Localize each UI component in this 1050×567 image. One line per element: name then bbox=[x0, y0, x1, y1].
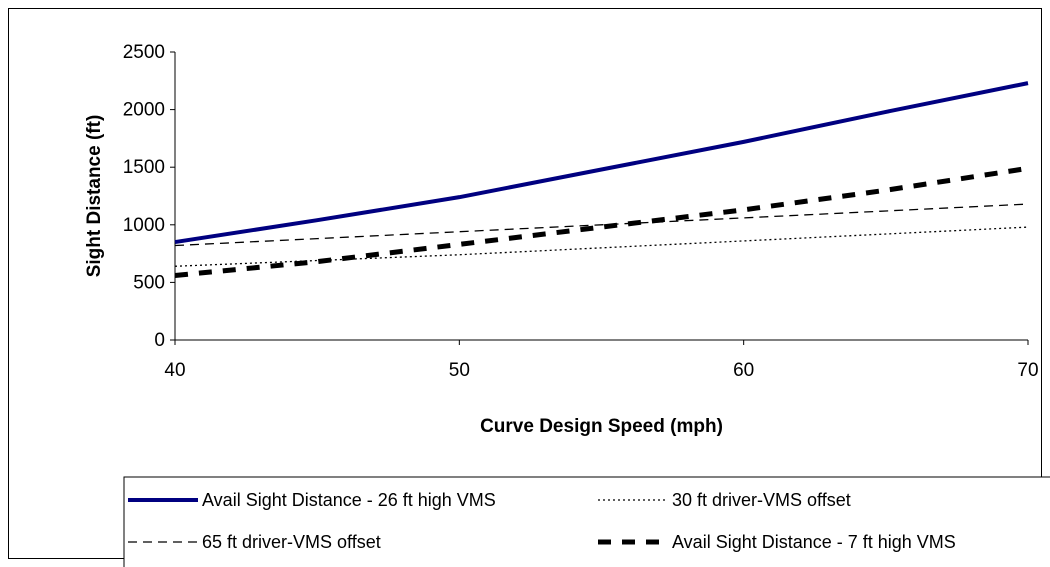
legend-label-2: 30 ft driver-VMS offset bbox=[672, 490, 851, 510]
legend-label-3: 65 ft driver-VMS offset bbox=[202, 532, 381, 552]
x-ticks: 40 50 60 70 bbox=[164, 340, 1039, 381]
x-axis-title: Curve Design Speed (mph) bbox=[480, 416, 723, 437]
series-lines bbox=[174, 81, 1029, 278]
legend-box bbox=[123, 476, 1050, 567]
y-tick-label: 1500 bbox=[123, 157, 165, 178]
x-tick-label: 70 bbox=[1017, 360, 1038, 381]
series-line-3 bbox=[174, 203, 1029, 247]
legend: Avail Sight Distance - 26 ft high VMS 30 … bbox=[123, 476, 1050, 567]
y-tick-label: 1000 bbox=[123, 215, 165, 236]
x-tick-label: 50 bbox=[449, 360, 470, 381]
series-line-2 bbox=[174, 226, 1029, 267]
axes bbox=[174, 52, 1028, 341]
legend-label-4: Avail Sight Distance - 7 ft high VMS bbox=[672, 532, 956, 552]
x-tick-label: 40 bbox=[164, 360, 185, 381]
series-line-1 bbox=[174, 81, 1029, 245]
y-ticks: 0 500 1000 1500 2000 2500 bbox=[123, 42, 175, 351]
y-tick-label: 2000 bbox=[123, 100, 165, 121]
y-axis-title: Sight Distance (ft) bbox=[84, 115, 105, 278]
y-tick-label: 2500 bbox=[123, 42, 165, 63]
legend-label-1: Avail Sight Distance - 26 ft high VMS bbox=[202, 490, 496, 510]
y-tick-label: 0 bbox=[154, 330, 165, 351]
y-tick-label: 500 bbox=[133, 272, 165, 293]
x-tick-label: 60 bbox=[733, 360, 754, 381]
